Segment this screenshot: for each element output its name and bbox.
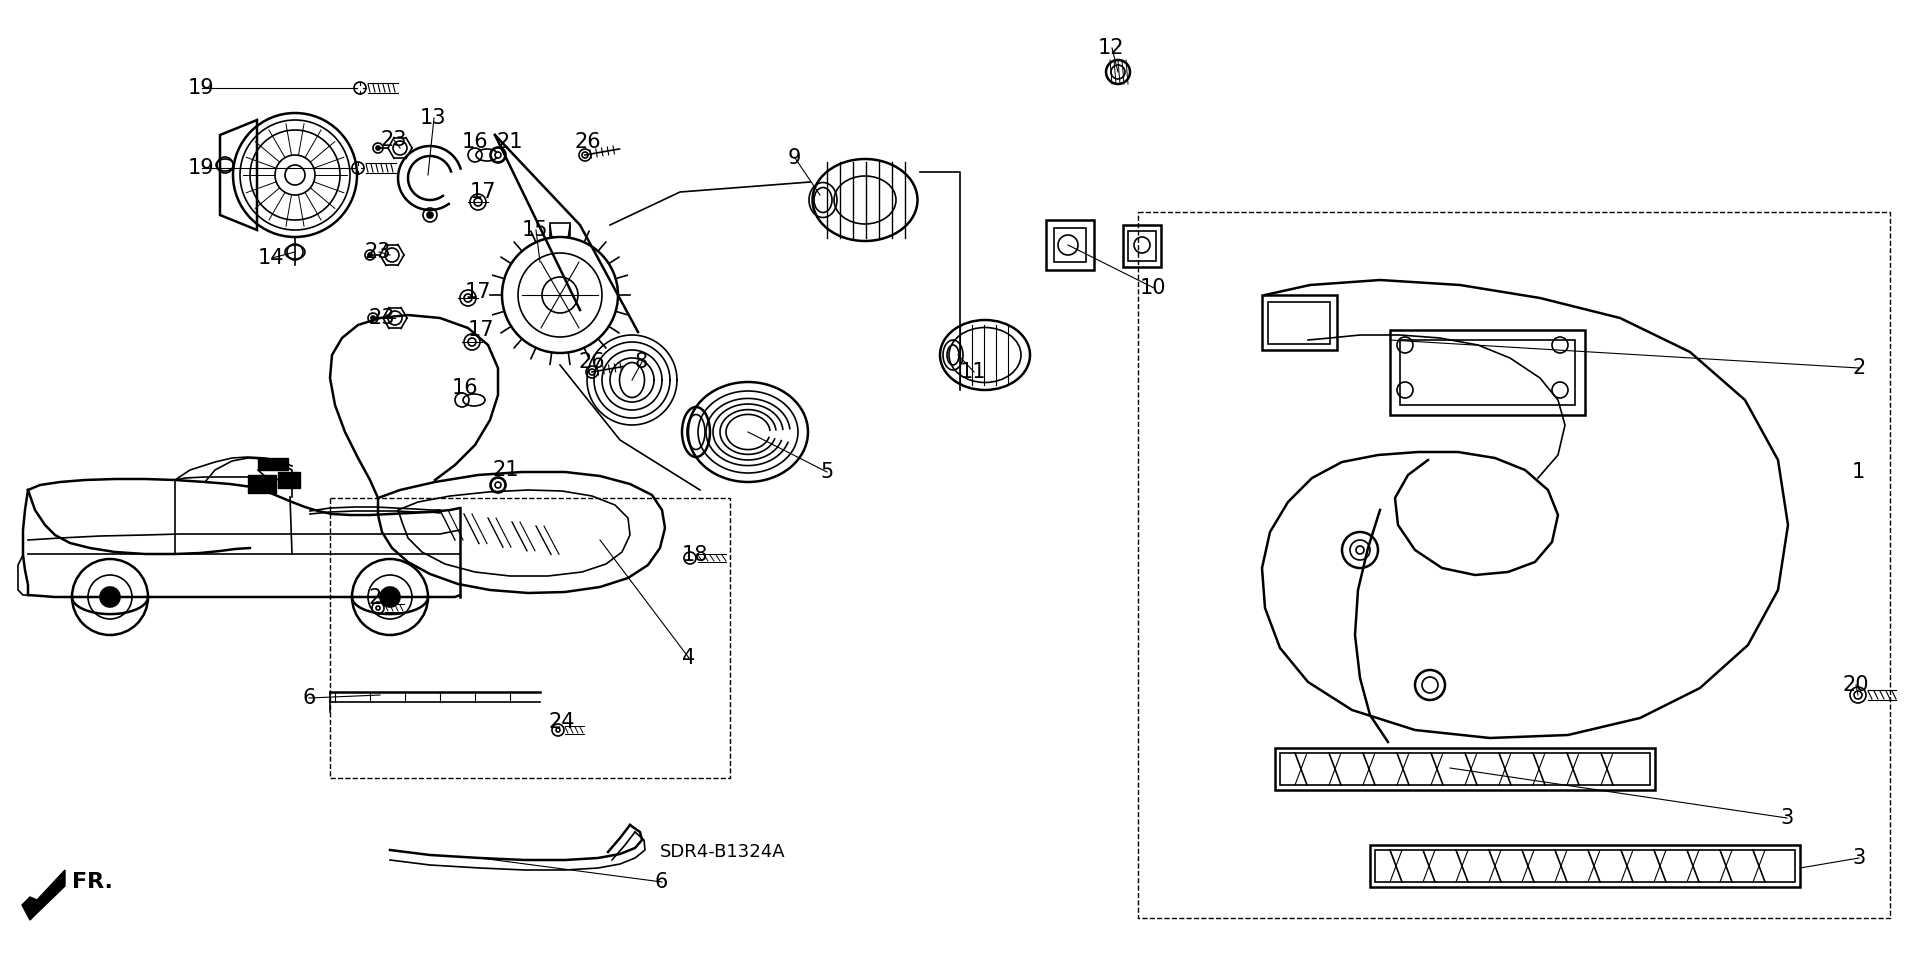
Circle shape (376, 146, 380, 150)
Text: 19: 19 (188, 158, 215, 178)
Bar (549, 223, 570, 237)
Text: 10: 10 (1140, 278, 1167, 298)
Polygon shape (21, 870, 65, 920)
Circle shape (380, 587, 399, 607)
Bar (1261, 295, 1336, 350)
Text: 3: 3 (1853, 848, 1864, 868)
Text: 26: 26 (574, 132, 601, 152)
Circle shape (557, 728, 561, 732)
Bar (1267, 302, 1331, 344)
Text: SDR4-B1324A: SDR4-B1324A (660, 843, 785, 861)
Text: 3: 3 (1780, 808, 1793, 828)
Text: 24: 24 (547, 712, 574, 732)
Bar (1390, 330, 1586, 415)
Bar (1129, 231, 1156, 261)
Text: 16: 16 (463, 132, 488, 152)
Bar (248, 475, 276, 493)
Bar (1275, 748, 1655, 790)
Circle shape (100, 587, 119, 607)
Text: 19: 19 (188, 78, 215, 98)
Text: 26: 26 (578, 352, 605, 372)
Bar (1371, 845, 1801, 887)
Text: 18: 18 (682, 545, 708, 565)
Text: 15: 15 (522, 220, 549, 240)
Bar (278, 472, 300, 488)
Text: 12: 12 (1098, 38, 1125, 58)
Text: 8: 8 (636, 352, 649, 372)
Circle shape (284, 165, 305, 185)
Text: 23: 23 (365, 242, 392, 262)
Bar (1400, 340, 1574, 405)
Bar (1054, 228, 1087, 262)
Text: 6: 6 (655, 872, 668, 892)
Text: 24: 24 (369, 588, 394, 608)
Text: 17: 17 (470, 182, 497, 202)
Text: 11: 11 (960, 362, 987, 382)
Text: 9: 9 (787, 148, 801, 168)
Bar (1375, 850, 1795, 882)
Bar (1046, 220, 1094, 270)
Circle shape (371, 316, 374, 320)
Text: 1: 1 (1853, 462, 1864, 482)
Text: 20: 20 (1841, 675, 1868, 695)
Text: 5: 5 (820, 462, 833, 482)
Text: 2: 2 (1853, 358, 1864, 378)
Text: 14: 14 (257, 248, 284, 268)
Text: 17: 17 (465, 282, 492, 302)
Text: FR.: FR. (73, 872, 113, 892)
Circle shape (369, 253, 372, 257)
Bar (1281, 753, 1649, 785)
Text: 6: 6 (301, 688, 315, 708)
Circle shape (495, 152, 501, 158)
Circle shape (426, 212, 434, 218)
Circle shape (495, 482, 501, 488)
Bar (1123, 225, 1162, 267)
Text: 21: 21 (495, 132, 522, 152)
Text: 17: 17 (468, 320, 495, 340)
Circle shape (1356, 546, 1363, 554)
Text: 16: 16 (451, 378, 478, 398)
Text: 13: 13 (420, 108, 447, 128)
Text: 23: 23 (369, 308, 394, 328)
Text: 4: 4 (682, 648, 695, 668)
Ellipse shape (620, 362, 645, 398)
Bar (257, 458, 288, 470)
Text: 21: 21 (492, 460, 518, 480)
Text: 23: 23 (380, 130, 407, 150)
Circle shape (376, 606, 380, 610)
